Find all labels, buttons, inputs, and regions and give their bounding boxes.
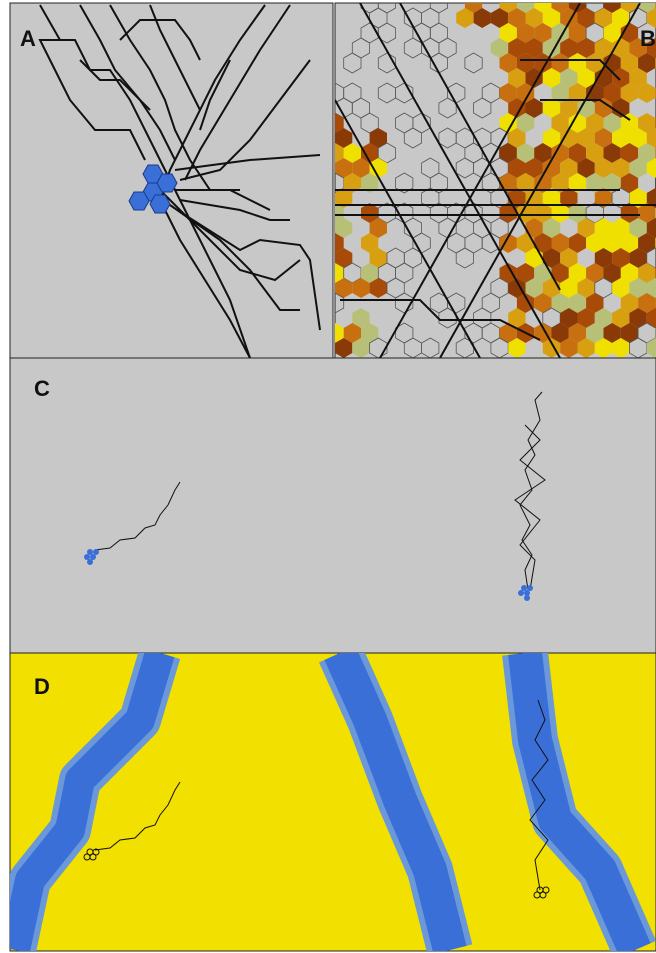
- panel-c: C: [10, 358, 656, 653]
- panel-a: A: [10, 3, 333, 358]
- panel-background: [10, 358, 656, 653]
- panel-b: B: [326, 0, 656, 358]
- panel-label: C: [34, 376, 50, 401]
- panel-label: D: [34, 674, 50, 699]
- panel-label: A: [20, 26, 36, 51]
- panel-label: B: [640, 26, 656, 51]
- panel-d: D: [10, 653, 656, 951]
- figure: A B C: [0, 0, 656, 953]
